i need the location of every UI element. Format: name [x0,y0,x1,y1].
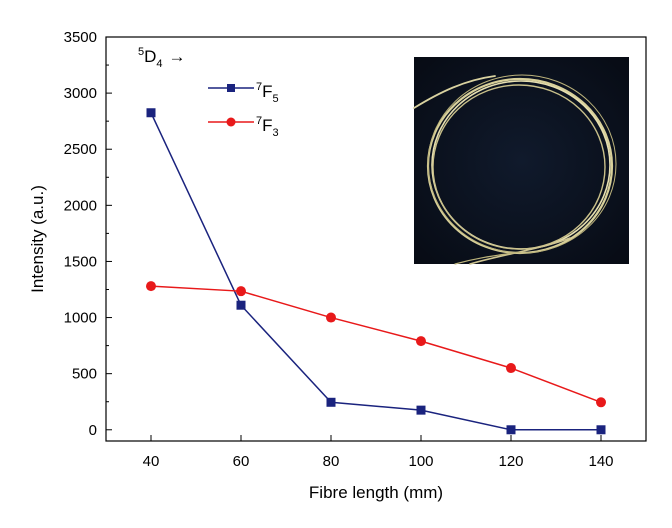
x-tick-label: 80 [323,453,340,470]
x-tick-label: 40 [143,453,160,470]
data-point-F3 [146,281,156,292]
series-line-F5 [150,112,601,431]
data-point-F3 [506,363,516,374]
legend-f3-base: F [262,116,272,135]
axis-ticks: 40 60 80 100 120 140 0 500 1000 1500 2000 2500 3000 3… [64,29,614,470]
legend-title-base: D [144,47,156,66]
x-tick-label: 100 [408,453,433,470]
y-tick-label: 3000 [64,85,97,102]
data-point-F5 [596,425,606,435]
data-point-F5 [326,397,336,407]
legend-label-f5: 7F5 [256,81,279,105]
y-tick-label: 1500 [64,253,97,270]
data-point-F3 [596,397,606,408]
legend-f5-sup: 7 [256,81,262,93]
legend-f3-sub: 3 [273,127,279,139]
data-point-F5 [146,108,156,118]
data-point-F3 [326,312,336,323]
legend-title: 5D4 → [138,46,186,70]
y-tick-label: 2500 [64,141,97,158]
data-point-F5 [506,425,516,435]
legend-label-f3: 7F3 [256,115,279,139]
legend-marker-f5 [227,84,235,92]
data-point-F3 [236,286,246,297]
data-point-F3 [416,336,426,347]
x-axis-label: Fibre length (mm) [309,483,443,502]
y-tick-label: 2000 [64,197,97,214]
legend-title-sup: 5 [138,46,144,58]
x-tick-label: 120 [498,453,523,470]
y-tick-label: 0 [89,422,97,439]
y-tick-label: 1000 [64,310,97,327]
x-tick-label: 140 [588,453,613,470]
legend-f3-sup: 7 [256,115,262,127]
y-axis-label: Intensity (a.u.) [28,185,47,293]
data-point-F5 [416,405,426,415]
inset-photo [413,57,629,265]
legend-f5-sub: 5 [273,93,279,105]
legend-f5-base: F [262,82,272,101]
legend-marker-f3 [226,117,236,127]
legend-title-sub: 4 [156,58,162,70]
series-line-F3 [150,285,602,403]
data-point-F5 [236,300,246,310]
legend-title-arrow: → [169,47,186,66]
series-layer [146,108,606,435]
legend: 5D4 → 7F5 7F3 [138,46,279,139]
fibre-coil-image [413,74,617,265]
plot-frame [105,36,647,442]
y-tick-label: 3500 [64,29,97,46]
y-tick-label: 500 [72,366,97,383]
x-tick-label: 60 [233,453,250,470]
